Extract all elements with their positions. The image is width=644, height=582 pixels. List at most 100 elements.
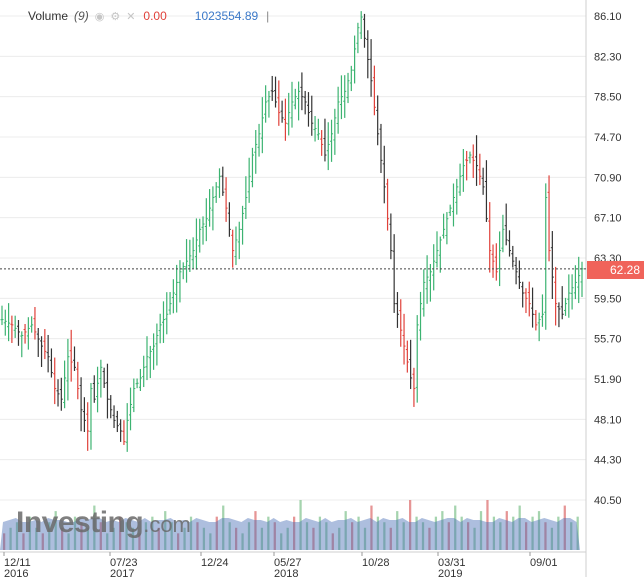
price-bar: [119, 419, 123, 442]
y-tick-label: 44.30: [594, 455, 622, 467]
price-bar: [422, 269, 426, 317]
price-bar: [320, 130, 324, 156]
price-bar: [89, 382, 93, 450]
price-bar: [382, 145, 386, 204]
price-bar: [392, 234, 396, 313]
volume-bar: [421, 522, 425, 550]
price-bar: [402, 313, 406, 365]
price-bar: [475, 135, 479, 186]
volume-bar: [550, 527, 554, 550]
volume-bar: [138, 533, 141, 550]
price-bar: [379, 123, 383, 174]
price-bar: [547, 175, 551, 262]
price-bar: [333, 108, 337, 155]
volume-bar: [318, 516, 322, 550]
price-bar: [389, 213, 393, 260]
price-bar: [405, 340, 409, 373]
price-bar: [138, 368, 142, 391]
volume-bar: [80, 522, 83, 550]
price-bar: [132, 378, 136, 413]
price-bar: [577, 256, 581, 304]
price-bar: [471, 144, 475, 179]
volume-layer: [0, 500, 580, 550]
volume-bar: [479, 511, 483, 550]
volume-bar: [157, 527, 160, 550]
volume-bar: [331, 533, 334, 550]
price-bar: [316, 118, 320, 140]
price-bar: [270, 75, 274, 101]
price-bar: [386, 178, 390, 231]
close-icon[interactable]: ✕: [126, 10, 136, 23]
price-bar: [99, 359, 103, 398]
price-bar: [303, 90, 307, 115]
x-tick-year: 2017: [110, 568, 134, 577]
price-bar: [409, 339, 413, 390]
price-bar: [465, 150, 469, 181]
volume-bar: [492, 516, 496, 550]
gear-icon[interactable]: ⚙: [110, 10, 121, 23]
volume-bar: [428, 527, 431, 550]
y-tick-label: 51.90: [594, 374, 622, 386]
y-tick-label: 59.50: [594, 293, 622, 305]
price-bar: [498, 231, 502, 287]
price-bar: [363, 13, 366, 48]
price-bar: [7, 303, 11, 342]
watermark-suffix: .com: [143, 512, 191, 537]
volume-bar: [254, 511, 257, 550]
volume-bar: [61, 527, 64, 550]
y-axis: 86.1082.3078.5074.7070.9067.1063.3059.50…: [585, 0, 622, 577]
price-bar: [534, 310, 538, 331]
price-bar: [458, 163, 462, 196]
volume-bar: [376, 516, 380, 550]
price-bar: [524, 288, 528, 314]
volume-bar: [177, 533, 180, 550]
price-bar: [244, 176, 248, 219]
volume-bar: [518, 505, 521, 550]
volume-bar: [260, 527, 264, 550]
x-tick-label: 10/28: [362, 557, 390, 569]
y-tick-label: 55.70: [594, 334, 622, 346]
price-bar: [33, 306, 37, 340]
volume-bar: [338, 527, 341, 550]
volume-bar: [563, 505, 566, 550]
eye-icon[interactable]: ◉: [94, 10, 105, 23]
volume-bar: [537, 511, 541, 550]
price-bar: [82, 397, 86, 433]
price-bar: [283, 98, 287, 141]
price-bar: [185, 239, 189, 283]
volume-bar: [151, 516, 154, 550]
price-bar: [129, 387, 133, 431]
x-tick-label: 07/23: [110, 557, 138, 569]
price-bar: [537, 312, 541, 342]
price-bar: [432, 244, 436, 291]
price-bar: [339, 75, 343, 120]
volume-bar: [570, 522, 573, 550]
volume-bar: [312, 527, 315, 550]
price-bar: [326, 122, 330, 171]
volume-legend: Volume (9) ◉ ⚙ ✕ 0.00 1023554.89 |: [28, 9, 269, 23]
price-bar: [567, 274, 571, 318]
x-tick-year: 2018: [274, 568, 298, 577]
price-bar: [570, 274, 574, 310]
price-bar: [36, 327, 40, 357]
volume-bar: [293, 516, 296, 550]
price-bar: [152, 333, 156, 370]
price-bar: [43, 329, 47, 360]
price-bar: [92, 375, 96, 403]
price-bar: [181, 262, 185, 280]
price-bar: [481, 167, 485, 195]
price-bar: [484, 160, 488, 222]
price-bar: [26, 317, 30, 350]
price-bar: [550, 231, 554, 299]
price-bar: [372, 65, 376, 116]
price-bar: [310, 95, 314, 136]
price-bar: [234, 226, 238, 266]
price-bar: [451, 183, 455, 227]
volume-bar: [325, 522, 328, 550]
volume-bar: [15, 522, 19, 550]
price-bar: [300, 72, 304, 111]
price-bar: [142, 355, 146, 388]
price-bar: [267, 90, 271, 118]
